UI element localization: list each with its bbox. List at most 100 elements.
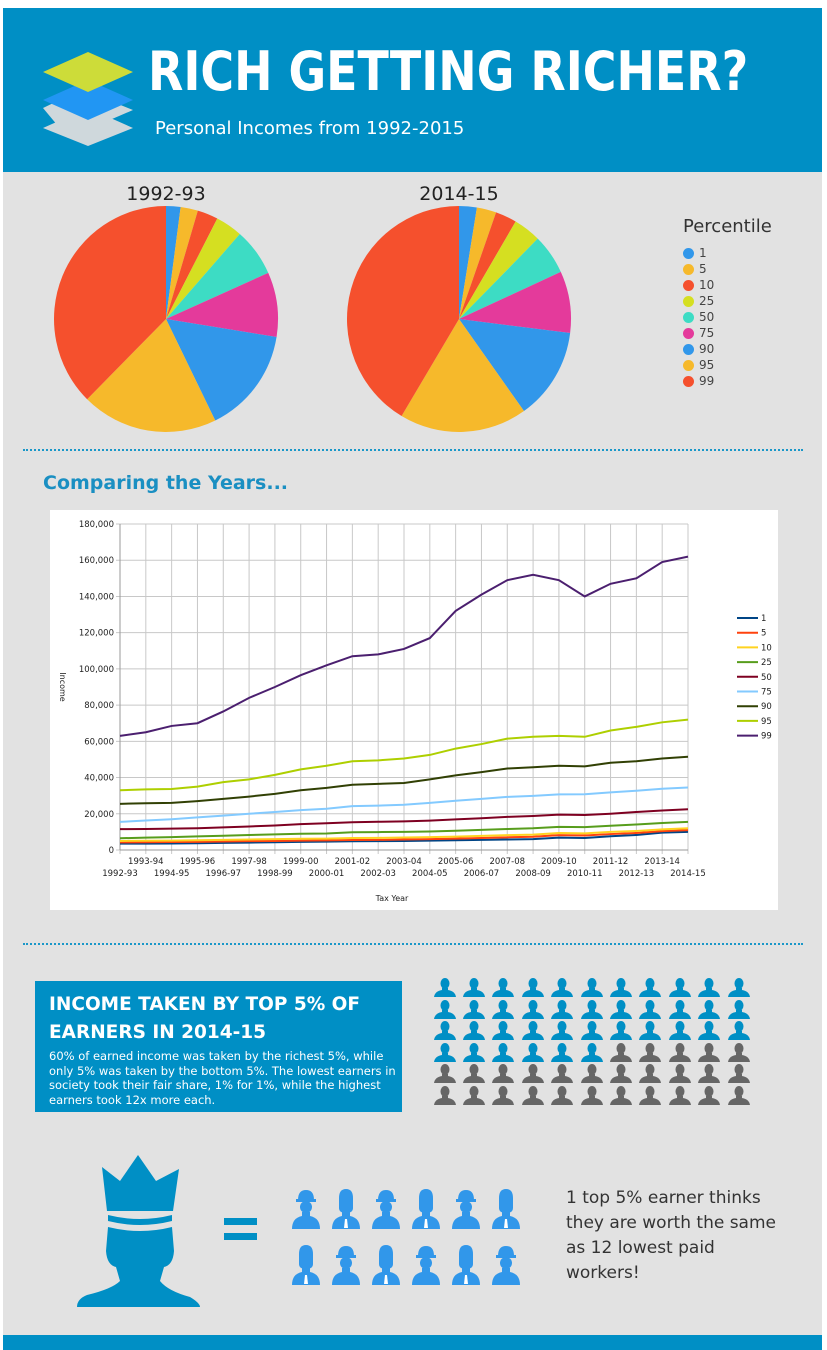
person-icon: [430, 999, 459, 1022]
legend-item: 75: [683, 325, 772, 341]
person-icon: [430, 1085, 459, 1108]
pie-legend: Percentile 1 5 10 25 50 75 90 95 99: [683, 216, 772, 389]
y-tick-label: 80,000: [84, 701, 114, 711]
section-heading: Comparing the Years...: [43, 472, 289, 494]
worker-tie-icon: [286, 1244, 326, 1286]
legend-label: 90: [761, 702, 772, 712]
person-icon: [430, 1042, 459, 1065]
legend-label: 95: [699, 358, 715, 372]
x-tick-label: 2010-11: [567, 869, 603, 879]
person-icon: [606, 1021, 635, 1043]
x-tick-label: 2009-10: [541, 857, 577, 867]
worker-tie-icon: [486, 1188, 526, 1230]
legend-item: 5: [683, 261, 772, 277]
person-icon: [606, 978, 635, 1000]
person-icon: [636, 1021, 665, 1043]
legend-label: 5: [761, 629, 766, 639]
series-line-99: [119, 555, 689, 737]
person-icon: [548, 1042, 577, 1065]
legend-item: 10: [683, 277, 772, 293]
legend-label: 1: [761, 614, 766, 624]
pie-slice-75: [166, 272, 278, 338]
pie-slice-25: [166, 218, 240, 319]
legend-item: 25: [683, 293, 772, 309]
person-icon: [695, 1085, 724, 1108]
divider: [23, 449, 803, 451]
person-icon: [548, 1085, 577, 1108]
person-icon: [489, 1085, 518, 1108]
person-icon: [430, 978, 459, 1000]
legend-item: 90: [683, 341, 772, 357]
person-icon: [577, 999, 606, 1022]
person-icon: [606, 1064, 635, 1086]
worker-tie-icon: [446, 1244, 486, 1286]
legend-label: 75: [761, 688, 772, 698]
x-tick-label: 2003-04: [386, 857, 422, 867]
legend-dot: [683, 327, 694, 339]
legend-label: 1: [699, 246, 707, 260]
pie-charts: [54, 206, 572, 432]
person-icon: [695, 978, 724, 1000]
x-tick-label: 1995-96: [180, 857, 216, 867]
person-icon: [489, 1021, 518, 1043]
person-icon: [459, 978, 488, 1000]
x-tick-label: 2004-05: [412, 869, 448, 879]
x-tick-label: 2006-07: [464, 869, 500, 879]
person-icon: [665, 999, 694, 1022]
legend-dot: [683, 311, 694, 323]
person-icon: [430, 1021, 459, 1043]
person-icon: [606, 1042, 635, 1065]
x-tick-label: 2008-09: [515, 869, 551, 879]
pie-slice-95: [87, 319, 216, 432]
x-tick-label: 2011-12: [593, 857, 629, 867]
legend-dot: [683, 295, 694, 307]
layers-logo-icon: [43, 52, 133, 146]
legend-label: 95: [761, 717, 772, 727]
person-icon: [518, 1064, 547, 1086]
pie-slice-1: [166, 206, 181, 319]
person-icon: [577, 978, 606, 1000]
legend-label: 25: [761, 658, 772, 668]
person-icon: [724, 1064, 753, 1086]
legend-label: 50: [761, 673, 772, 683]
legend-label: 5: [699, 262, 707, 276]
person-icon: [695, 1021, 724, 1043]
y-tick-label: 40,000: [84, 774, 114, 784]
pie-slice-50: [166, 233, 269, 319]
y-tick-label: 60,000: [84, 737, 114, 747]
y-tick-label: 160,000: [79, 556, 114, 566]
info-heading: INCOME TAKEN BY TOP 5% OF EARNERS IN 201…: [49, 994, 361, 1043]
person-icon: [665, 978, 694, 1000]
worker-hardhat-icon: [286, 1188, 326, 1230]
person-icon: [489, 1064, 518, 1086]
person-icon: [665, 1042, 694, 1065]
legend-label: 99: [699, 374, 715, 388]
line-chart: 0 20,000 40,000 60,000 80,000 100,000 120,000 1…: [58, 520, 772, 903]
person-icon: [636, 1042, 665, 1065]
x-tick-label: 2014-15: [670, 869, 706, 879]
pie-slice-1: [459, 206, 477, 319]
infographic: RICH GETTING RICHER? Personal Incomes fr…: [3, 8, 822, 1350]
series-line-95: [119, 718, 689, 792]
x-tick-label: 2002-03: [360, 869, 396, 879]
page-title: RICH GETTING RICHER?: [148, 40, 749, 103]
y-tick-label: 100,000: [79, 665, 114, 675]
person-icon: [518, 1085, 547, 1108]
y-tick-label: 140,000: [79, 592, 114, 602]
legend-label: 10: [761, 643, 772, 653]
worker-hardhat-icon: [366, 1188, 406, 1230]
legend-label: 50: [699, 310, 715, 324]
x-tick-label: 2013-14: [644, 857, 680, 867]
person-icon: [695, 999, 724, 1022]
series-line-10: [119, 827, 689, 842]
pie-slice-5: [166, 206, 198, 319]
person-icon: [577, 1042, 606, 1065]
person-icon: [606, 1085, 635, 1108]
legend-label: 90: [699, 342, 715, 356]
person-icon: [548, 1021, 577, 1043]
person-icon: [489, 999, 518, 1022]
legend-dot: [683, 375, 694, 387]
pie-title-1992: 1992-93: [126, 183, 206, 205]
person-icon: [459, 1085, 488, 1108]
legend-label: 10: [699, 278, 715, 292]
